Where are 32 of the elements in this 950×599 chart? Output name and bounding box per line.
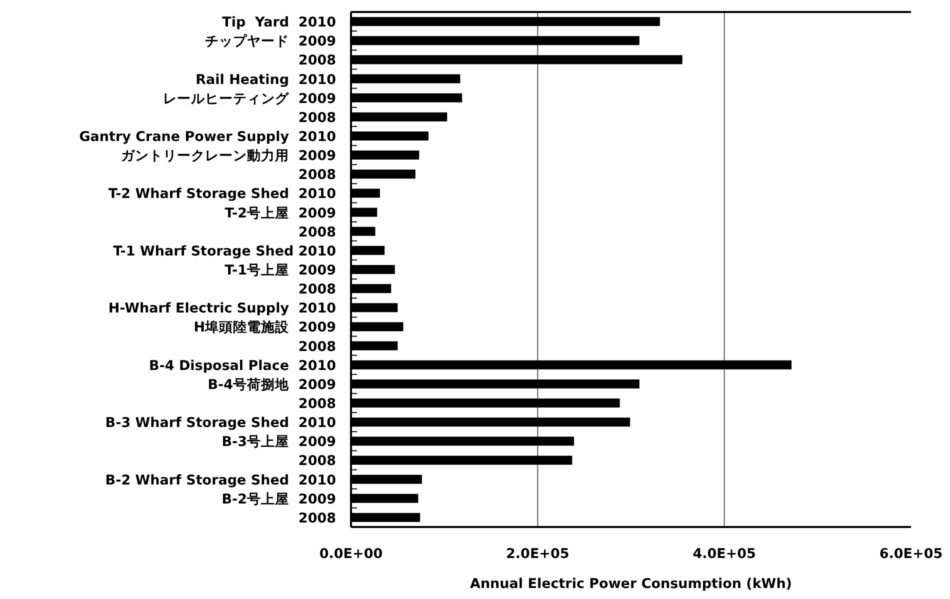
y-tick-label: レールヒーティング 2009 (163, 90, 336, 107)
y-tick-label: T-2 Wharf Storage Shed 2010 (108, 186, 336, 202)
y-tick-label: B-4 Disposal Place 2010 (148, 358, 336, 374)
x-tick-label: 4.0E+05 (692, 546, 756, 562)
y-tick-label: 2008 (298, 396, 336, 412)
y-tick-label: B-3 Wharf Storage Shed 2010 (105, 415, 336, 432)
x-tick-label: 2.0E+05 (506, 546, 570, 562)
x-tick-label: 6.0E+05 (879, 546, 943, 562)
y-tick-label: 2008 (298, 110, 336, 126)
y-tick-label: H-Wharf Electric Supply 2010 (108, 300, 336, 317)
y-tick-label: T-2号上屋 2009 (224, 205, 336, 222)
y-tick-label: Tip Yard 2010 (222, 14, 336, 31)
x-axis-title: Annual Electric Power Consumption (kWh) (470, 576, 792, 592)
y-tick-label: Rail Heating 2010 (196, 72, 336, 88)
y-tick-label: 2008 (298, 224, 336, 240)
y-tick-label: 2008 (298, 167, 336, 184)
y-tick-label: B-4号荷捌地 2009 (208, 376, 336, 393)
y-tick-label: T-1号上屋 2009 (224, 262, 336, 278)
y-tick-label: T-1 Wharf Storage Shed 2010 (113, 243, 336, 260)
y-tick-label: B-2 Wharf Storage Shed 2010 (105, 472, 336, 488)
y-tick-label: B-3号上屋 2009 (222, 434, 336, 450)
y-tick-label: 2008 (298, 510, 336, 526)
y-tick-label: チップヤード 2009 (205, 32, 336, 50)
y-tick-label: H埠頭陸電施設 2009 (194, 320, 336, 336)
y-tick-label: B-2号上屋 2009 (222, 491, 336, 508)
y-tick-label: 2008 (298, 282, 336, 298)
y-tick-label: 2008 (298, 52, 336, 69)
y-tick-label: 2008 (298, 453, 336, 470)
y-tick-label: Gantry Crane Power Supply 2010 (79, 128, 336, 145)
x-tick-label: 0.0E+00 (319, 546, 383, 562)
y-tick-label: 2008 (298, 338, 336, 355)
y-tick-label: ガントリークレーン動力用 2009 (121, 148, 336, 164)
